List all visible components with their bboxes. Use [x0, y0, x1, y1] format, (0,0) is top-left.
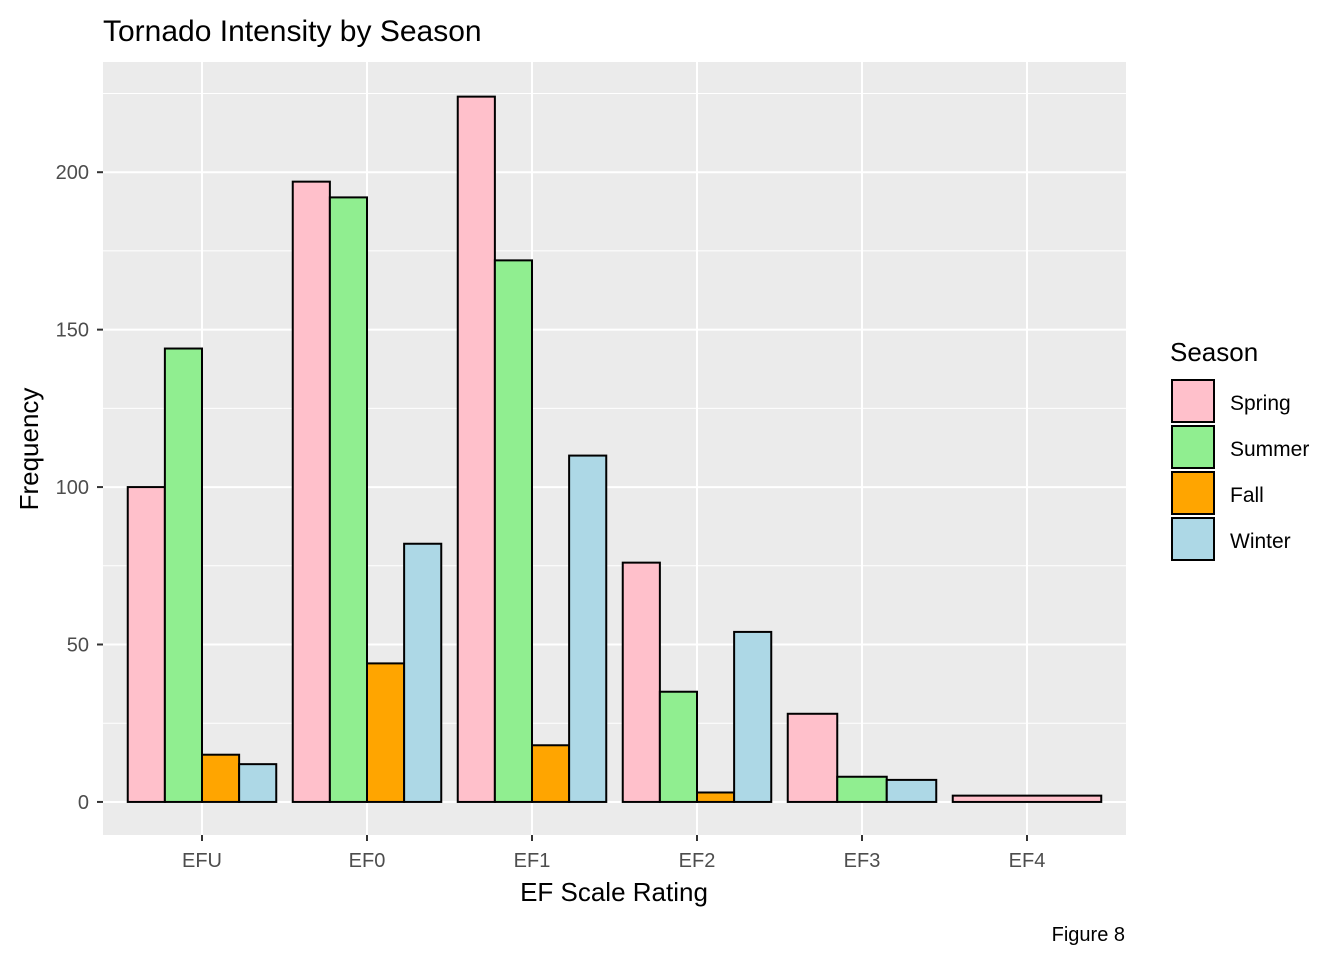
- bar-fall-ef2: [696, 791, 736, 803]
- x-tick-label: EF3: [844, 850, 881, 872]
- legend: Season Spring Summer Fall Winter: [1170, 337, 1309, 561]
- bar-winter-ef1: [568, 454, 608, 803]
- bar-fall-efu: [201, 753, 241, 803]
- y-axis: 0 50 100 150 200: [56, 162, 103, 814]
- x-axis-title: EF Scale Rating: [520, 877, 708, 907]
- grid-minor: [103, 92, 1126, 724]
- bars: [126, 95, 1103, 803]
- bar-summer-ef0: [328, 196, 368, 803]
- bar-winter-efu: [238, 763, 278, 803]
- x-tick-label: EFU: [182, 850, 222, 872]
- bar-winter-ef3: [885, 778, 938, 803]
- x-axis: EFU EF0 EF1 EF2 EF3 EF4: [182, 835, 1045, 872]
- legend-key-spring: [1171, 379, 1215, 423]
- legend-label: Spring: [1230, 392, 1291, 415]
- x-tick-label: EF4: [1009, 850, 1046, 872]
- bar-spring-ef3: [786, 712, 839, 803]
- bar-spring-ef1: [456, 95, 496, 803]
- y-tick-label: 200: [56, 162, 89, 184]
- y-tick-label: 100: [56, 477, 89, 499]
- figure-caption: Figure 8: [1052, 924, 1125, 946]
- legend-label: Summer: [1230, 438, 1309, 461]
- y-tick-label: 50: [67, 635, 89, 657]
- y-tick-label: 0: [78, 792, 89, 814]
- bar-spring-ef2: [621, 561, 661, 803]
- legend-label: Fall: [1230, 484, 1264, 507]
- plot-panel: [103, 62, 1126, 835]
- bar-winter-ef2: [733, 630, 773, 803]
- bar-summer-ef2: [658, 690, 698, 803]
- y-axis-title: Frequency: [14, 388, 44, 511]
- bar-spring-ef0: [291, 180, 331, 803]
- y-tick-label: 150: [56, 320, 89, 342]
- bar-fall-ef0: [366, 662, 406, 803]
- legend-key-summer: [1171, 425, 1215, 469]
- x-tick-label: EF0: [349, 850, 386, 872]
- legend-key-winter: [1171, 517, 1215, 561]
- bar-fall-ef1: [531, 744, 571, 803]
- chart-title: Tornado Intensity by Season: [103, 15, 482, 48]
- x-tick-label: EF1: [514, 850, 551, 872]
- bar-winter-ef0: [403, 542, 443, 803]
- bar-summer-ef3: [836, 775, 888, 803]
- legend-key-fall: [1171, 471, 1215, 515]
- bar-summer-efu: [163, 347, 203, 803]
- x-tick-label: EF2: [679, 850, 716, 872]
- legend-label: Winter: [1230, 530, 1291, 553]
- bar-summer-ef1: [493, 259, 533, 803]
- bar-spring-ef4: [951, 794, 1103, 803]
- bar-spring-efu: [126, 486, 166, 803]
- legend-title: Season: [1170, 337, 1258, 367]
